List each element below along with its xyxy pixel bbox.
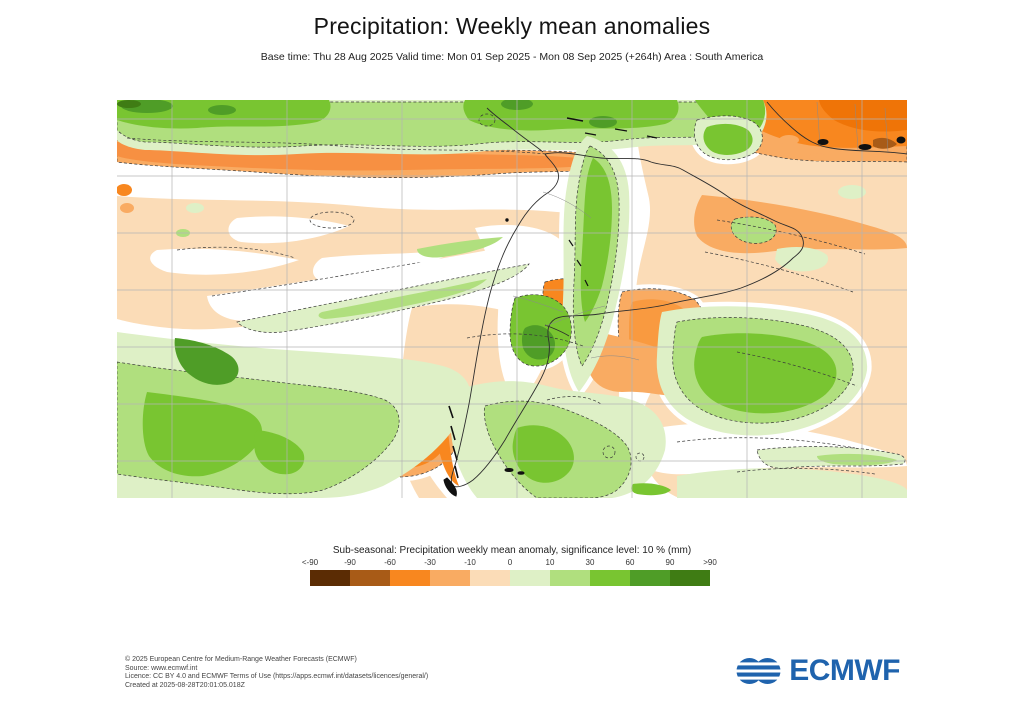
page-subtitle: Base time: Thu 28 Aug 2025 Valid time: M… — [260, 51, 764, 63]
legend-tick: 30 — [585, 558, 595, 567]
footer-line: Source: www.ecmwf.int — [125, 664, 198, 672]
colorbar-segment — [550, 570, 590, 586]
legend-title: Sub-seasonal: Precipitation weekly mean … — [332, 545, 692, 556]
colorbar — [310, 570, 710, 586]
legend-tick: -10 — [464, 558, 476, 567]
ecmwf-logo-icon — [736, 653, 783, 689]
anomaly-map — [116, 98, 908, 499]
map-terrain-marks — [443, 117, 906, 497]
ecmwf-logo: ECMWF — [736, 653, 900, 689]
colorbar-segment — [630, 570, 670, 586]
legend-tick: 0 — [507, 558, 513, 567]
legend-tick: 10 — [545, 558, 555, 567]
legend-tick: -90 — [344, 558, 356, 567]
legend-tick-labels: <-90 -90 -60 -30 -10 0 10 30 60 90 >90 — [302, 558, 717, 568]
legend-tick: -60 — [384, 558, 396, 567]
legend-tick: >90 — [703, 558, 717, 567]
colorbar-segment — [390, 570, 430, 586]
footer-line: Created at 2025-08-28T20:01:05.018Z — [125, 681, 245, 689]
page-title: Precipitation: Weekly mean anomalies — [313, 13, 711, 39]
footer-credits: © 2025 European Centre for Medium-Range … — [125, 656, 428, 690]
ecmwf-logo-text: ECMWF — [789, 654, 900, 687]
colorbar-segment — [510, 570, 550, 586]
colorbar-segment — [350, 570, 390, 586]
anomaly-map-canvas — [116, 98, 908, 499]
colorbar-segment — [590, 570, 630, 586]
legend-tick: 90 — [665, 558, 675, 567]
map-borders — [512, 101, 889, 361]
map-coastlines — [450, 101, 908, 488]
footer-line: Licence: CC BY 4.0 and ECMWF Terms of Us… — [125, 673, 429, 681]
colorbar-segment — [310, 570, 350, 586]
colorbar-segment — [470, 570, 510, 586]
colorbar-segment — [670, 570, 710, 586]
legend-tick: <-90 — [301, 558, 319, 567]
map-significance-contours — [126, 113, 876, 475]
legend-tick: 60 — [625, 558, 635, 567]
map-gridlines — [117, 100, 907, 498]
colorbar-segment — [430, 570, 470, 586]
legend-tick: -30 — [424, 558, 436, 567]
footer-line: © 2025 European Centre for Medium-Range … — [125, 656, 357, 663]
